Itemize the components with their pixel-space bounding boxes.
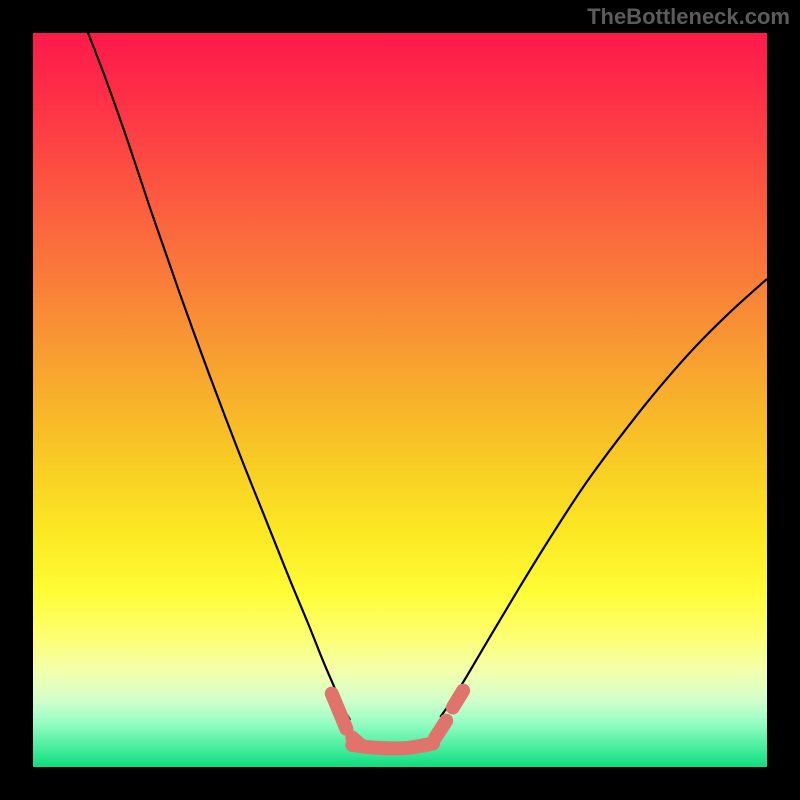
accent-dash-3	[453, 691, 463, 708]
bottom-connector	[352, 744, 433, 749]
curve-right	[440, 279, 767, 717]
curve-left	[88, 33, 350, 720]
accent-dash-2	[435, 721, 446, 738]
plot-area	[33, 33, 767, 767]
chart-container: TheBottleneck.com	[0, 0, 800, 800]
watermark-text: TheBottleneck.com	[587, 4, 790, 30]
chart-svg	[33, 33, 767, 767]
accent-dash-0	[332, 694, 347, 729]
